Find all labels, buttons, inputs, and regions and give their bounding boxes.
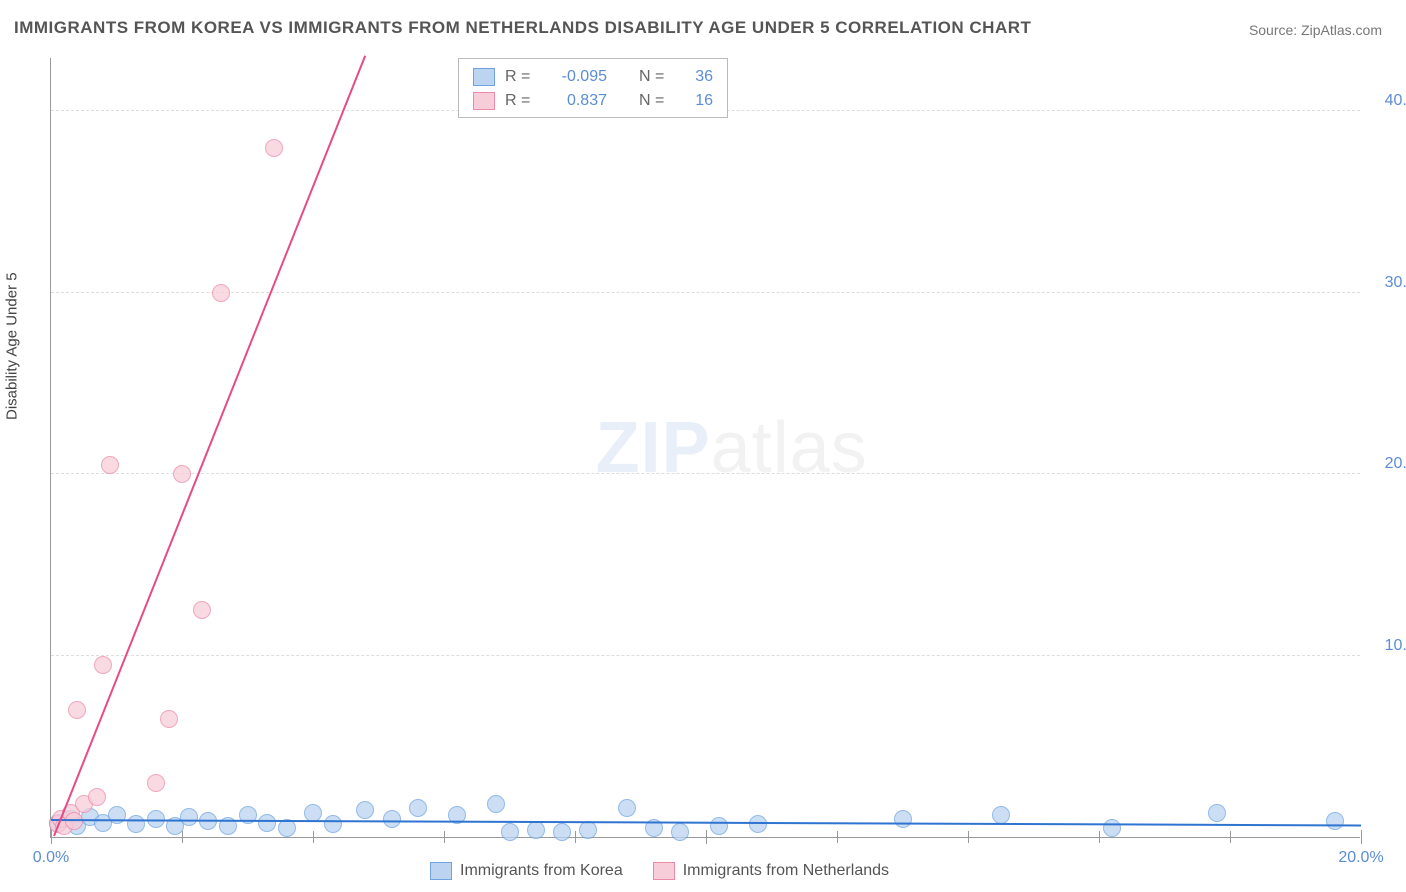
source-label: Source:	[1249, 22, 1297, 38]
data-point	[671, 823, 689, 841]
y-axis-label: Disability Age Under 5	[4, 272, 21, 420]
n-value: 16	[679, 92, 713, 110]
data-point	[553, 823, 571, 841]
data-point	[258, 814, 276, 832]
r-value: -0.095	[545, 68, 607, 86]
series-legend: Immigrants from Korea Immigrants from Net…	[430, 862, 889, 880]
x-tick-minor	[968, 831, 969, 843]
y-tick-label: 40.0%	[1385, 92, 1406, 110]
data-point	[68, 701, 86, 719]
trend-line	[53, 56, 366, 837]
data-point	[356, 801, 374, 819]
data-point	[324, 815, 342, 833]
data-point	[527, 821, 545, 839]
data-point	[1326, 812, 1344, 830]
data-point	[212, 284, 230, 302]
data-point	[749, 815, 767, 833]
source-site: ZipAtlas.com	[1301, 22, 1382, 38]
plot-area: ZIPatlas 10.0%20.0%30.0%40.0%0.0%20.0%	[50, 58, 1360, 838]
data-point	[193, 601, 211, 619]
data-point	[147, 774, 165, 792]
watermark-bold: ZIP	[596, 408, 711, 488]
data-point	[1103, 819, 1121, 837]
x-tick-label: 20.0%	[1338, 849, 1383, 867]
data-point	[1208, 804, 1226, 822]
legend-row: R = 0.837 N = 16	[473, 89, 713, 113]
x-tick	[1361, 830, 1362, 844]
data-point	[618, 799, 636, 817]
data-point	[487, 795, 505, 813]
r-value: 0.837	[545, 92, 607, 110]
n-label: N =	[639, 92, 669, 110]
data-point	[94, 656, 112, 674]
legend-row: R = -0.095 N = 36	[473, 65, 713, 89]
x-tick-minor	[575, 831, 576, 843]
watermark-rest: atlas	[711, 408, 868, 488]
legend-label: Immigrants from Korea	[460, 862, 623, 880]
data-point	[409, 799, 427, 817]
legend-item: Immigrants from Korea	[430, 862, 623, 880]
r-label: R =	[505, 92, 535, 110]
x-tick-minor	[444, 831, 445, 843]
x-tick-minor	[1099, 831, 1100, 843]
data-point	[88, 788, 106, 806]
data-point	[710, 817, 728, 835]
data-point	[101, 456, 119, 474]
gridline	[51, 292, 1360, 293]
r-label: R =	[505, 68, 535, 86]
data-point	[173, 465, 191, 483]
legend-swatch	[473, 92, 495, 110]
data-point	[180, 808, 198, 826]
legend-swatch	[473, 68, 495, 86]
legend-label: Immigrants from Netherlands	[683, 862, 889, 880]
x-tick-label: 0.0%	[33, 849, 69, 867]
x-tick-minor	[313, 831, 314, 843]
data-point	[108, 806, 126, 824]
x-tick-minor	[837, 831, 838, 843]
correlation-legend: R = -0.095 N = 36 R = 0.837 N = 16	[458, 58, 728, 118]
legend-item: Immigrants from Netherlands	[653, 862, 889, 880]
data-point	[579, 821, 597, 839]
data-point	[160, 710, 178, 728]
x-tick-minor	[706, 831, 707, 843]
n-value: 36	[679, 68, 713, 86]
y-tick-label: 20.0%	[1385, 455, 1406, 473]
source-attribution: Source: ZipAtlas.com	[1249, 22, 1382, 38]
data-point	[127, 815, 145, 833]
y-tick-label: 10.0%	[1385, 637, 1406, 655]
x-tick-minor	[182, 831, 183, 843]
data-point	[894, 810, 912, 828]
watermark: ZIPatlas	[596, 407, 868, 489]
x-tick	[51, 830, 52, 844]
y-tick-label: 30.0%	[1385, 274, 1406, 292]
gridline	[51, 655, 1360, 656]
data-point	[265, 139, 283, 157]
n-label: N =	[639, 68, 669, 86]
chart-title: IMMIGRANTS FROM KOREA VS IMMIGRANTS FROM…	[14, 18, 1031, 38]
data-point	[383, 810, 401, 828]
legend-swatch	[430, 862, 452, 880]
x-tick-minor	[1230, 831, 1231, 843]
data-point	[992, 806, 1010, 824]
data-point	[501, 823, 519, 841]
legend-swatch	[653, 862, 675, 880]
gridline	[51, 473, 1360, 474]
